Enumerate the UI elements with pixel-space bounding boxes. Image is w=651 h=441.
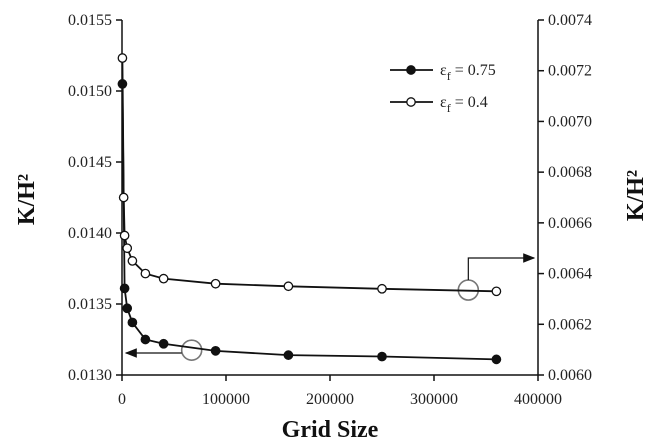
data-point xyxy=(283,350,294,360)
axis-indicator-annotations xyxy=(124,253,536,361)
right-axis-arrow xyxy=(467,253,536,281)
series-line xyxy=(121,83,497,361)
legend-item: εf = 0.75 xyxy=(390,62,496,83)
x-tick-label: 200000 xyxy=(306,391,354,408)
legend-label: εf = 0.4 xyxy=(440,94,488,115)
y-left-tick-label: 0.0140 xyxy=(68,225,112,242)
x-axis-title: Grid Size xyxy=(282,417,379,441)
data-point xyxy=(122,243,133,254)
y-left-tick-label: 0.0150 xyxy=(68,83,112,100)
data-point xyxy=(491,286,502,297)
x-tick-label: 300000 xyxy=(410,391,458,408)
y-axis-left-title: K/H² xyxy=(14,174,40,225)
y-right-tick-label: 0.0072 xyxy=(548,63,592,80)
legend-label: εf = 0.75 xyxy=(440,62,496,83)
data-point xyxy=(127,317,138,328)
data-point xyxy=(210,278,221,289)
y-right-tick-label: 0.0070 xyxy=(548,113,592,130)
legend-marker xyxy=(406,65,416,75)
data-point xyxy=(210,346,221,356)
data-point xyxy=(140,334,151,345)
data-point xyxy=(140,268,151,279)
series-line xyxy=(121,57,497,293)
left-axis-callout-circle xyxy=(180,339,203,361)
y-left-tick-label: 0.0145 xyxy=(68,154,112,171)
data-point xyxy=(119,230,130,241)
y-right-tick-label: 0.0062 xyxy=(548,316,592,333)
y-right-tick-label: 0.0068 xyxy=(548,164,592,181)
y-right-tick-label: 0.0060 xyxy=(548,367,592,384)
y-right-tick-label: 0.0064 xyxy=(548,266,592,283)
data-point xyxy=(122,303,133,314)
y-left-tick-label: 0.0155 xyxy=(68,12,112,29)
data-point xyxy=(158,273,169,284)
x-tick-label: 100000 xyxy=(202,391,250,408)
x-tick-label: 0 xyxy=(118,391,126,408)
y-right-tick-label: 0.0066 xyxy=(548,215,592,232)
data-point xyxy=(491,354,502,365)
plot-group xyxy=(117,53,502,365)
legend-item: εf = 0.4 xyxy=(390,94,488,115)
legend: εf = 0.75 εf = 0.4 xyxy=(390,62,496,115)
data-point xyxy=(283,281,294,292)
y-left-tick-label: 0.0130 xyxy=(68,367,112,384)
data-point xyxy=(127,256,138,266)
data-point xyxy=(119,283,130,294)
y-axis-right-title: K/H² xyxy=(623,170,649,221)
data-point xyxy=(377,283,387,294)
data-point xyxy=(158,338,169,349)
data-point xyxy=(118,192,129,203)
y-right-tick-label: 0.0074 xyxy=(548,12,592,29)
axes-group: 0 100000 200000 300000 400000 0.0130 0.0135 0.0… xyxy=(68,12,592,408)
x-tick-label: 400000 xyxy=(514,391,562,408)
data-point xyxy=(117,53,128,63)
y-left-tick-label: 0.0135 xyxy=(68,296,112,313)
data-point xyxy=(377,351,387,362)
legend-marker xyxy=(406,97,416,107)
